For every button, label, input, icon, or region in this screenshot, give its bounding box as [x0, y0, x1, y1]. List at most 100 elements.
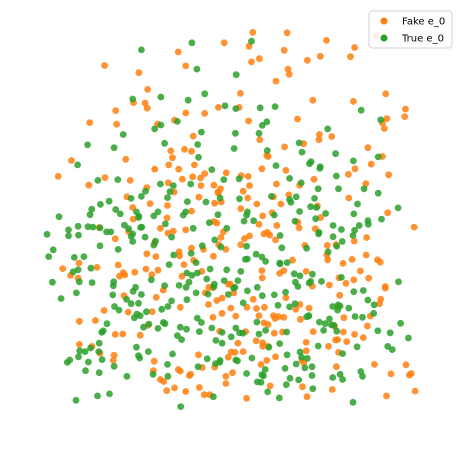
scatter-point-fake — [305, 304, 313, 312]
scatter-point-true — [292, 193, 300, 201]
scatter-point-fake — [309, 328, 317, 335]
scatter-point-true — [304, 355, 311, 362]
scatter-point-true — [45, 253, 53, 260]
scatter-point-true — [141, 233, 149, 241]
scatter-point-fake — [211, 199, 219, 207]
scatter-point-true — [298, 148, 306, 156]
scatter-point-true — [138, 291, 145, 298]
scatter-point-fake — [148, 271, 156, 278]
scatter-point-fake — [237, 90, 244, 97]
scatter-point-true — [84, 141, 91, 149]
scatter-point-fake — [182, 109, 190, 117]
scatter-point-true — [57, 295, 65, 302]
scatter-point-true — [234, 357, 241, 365]
scatter-point-fake — [350, 237, 358, 245]
scatter-point-fake — [270, 329, 278, 337]
scatter-point-fake — [351, 165, 359, 173]
scatter-point-fake — [264, 321, 272, 328]
scatter-point-true — [129, 238, 137, 245]
scatter-point-true — [87, 264, 95, 272]
scatter-point-true — [256, 104, 264, 112]
scatter-point-fake — [316, 52, 324, 60]
scatter-point-fake — [141, 99, 149, 107]
scatter-point-fake — [382, 90, 390, 98]
scatter-point-fake — [109, 357, 117, 364]
scatter-point-fake — [259, 339, 267, 347]
scatter-point-true — [74, 222, 82, 230]
scatter-point-fake — [154, 266, 162, 274]
scatter-point-fake — [205, 301, 212, 308]
scatter-point-fake — [119, 330, 127, 338]
scatter-point-true — [196, 328, 203, 335]
scatter-point-true — [135, 352, 142, 359]
scatter-point-fake — [232, 312, 240, 320]
scatter-point-fake — [92, 317, 99, 324]
scatter-point-true — [127, 300, 135, 308]
scatter-point-true — [192, 259, 200, 266]
scatter-point-true — [283, 351, 291, 359]
scatter-point-true — [335, 185, 342, 193]
scatter-point-true — [312, 215, 320, 223]
scatter-point-true — [49, 246, 57, 254]
legend-marker-true — [380, 34, 388, 42]
scatter-point-true — [329, 233, 337, 241]
scatter-point-fake — [323, 37, 330, 44]
scatter-point-true — [364, 217, 372, 225]
scatter-point-true — [339, 350, 346, 357]
scatter-point-true — [206, 265, 214, 273]
scatter-point-true — [282, 288, 289, 296]
scatter-point-fake — [176, 367, 184, 375]
scatter-point-true — [336, 370, 344, 378]
scatter-point-true — [76, 347, 84, 355]
scatter-point-true — [169, 350, 176, 358]
scatter-point-true — [205, 219, 213, 227]
scatter-point-true — [174, 332, 181, 339]
scatter-point-true — [360, 185, 368, 193]
scatter-point-fake — [275, 313, 282, 320]
scatter-point-true — [133, 343, 140, 351]
scatter-point-fake — [310, 175, 318, 183]
scatter-point-fake — [201, 110, 209, 117]
scatter-point-true — [70, 254, 78, 261]
scatter-point-true — [81, 348, 89, 355]
scatter-point-true — [332, 150, 339, 158]
scatter-point-fake — [182, 226, 190, 234]
scatter-point-true — [164, 361, 171, 368]
scatter-point-true — [97, 201, 104, 208]
scatter-point-true — [334, 301, 342, 309]
scatter-point-fake — [101, 62, 108, 69]
scatter-point-true — [351, 313, 359, 320]
scatter-point-fake — [259, 212, 267, 220]
scatter-point-true — [248, 354, 256, 362]
scatter-point-true — [157, 121, 165, 129]
scatter-point-true — [296, 348, 304, 356]
scatter-point-fake — [237, 205, 245, 213]
scatter-point-fake — [334, 336, 341, 343]
scatter-point-fake — [164, 179, 172, 187]
scatter-point-true — [230, 145, 238, 152]
scatter-point-true — [378, 215, 385, 223]
scatter-point-true — [262, 327, 269, 334]
scatter-point-fake — [328, 386, 336, 393]
scatter-point-fake — [371, 361, 378, 368]
scatter-point-true — [69, 268, 77, 276]
scatter-point-fake — [325, 343, 332, 350]
scatter-point-true — [96, 224, 104, 232]
scatter-point-true — [49, 278, 56, 286]
scatter-point-true — [364, 296, 372, 304]
scatter-point-true — [174, 118, 181, 125]
scatter-point-true — [350, 157, 357, 165]
scatter-point-fake — [222, 372, 230, 380]
scatter-point-fake — [113, 120, 120, 128]
scatter-point-true — [136, 312, 144, 320]
scatter-point-true — [203, 275, 211, 283]
scatter-point-fake — [188, 147, 195, 155]
scatter-point-true — [286, 374, 294, 382]
scatter-point-true — [298, 353, 305, 361]
scatter-point-true — [357, 368, 365, 375]
scatter-point-fake — [405, 371, 413, 379]
scatter-point-fake — [340, 328, 347, 336]
scatter-point-true — [105, 197, 113, 205]
scatter-point-true — [216, 194, 224, 202]
scatter-point-true — [308, 372, 316, 379]
